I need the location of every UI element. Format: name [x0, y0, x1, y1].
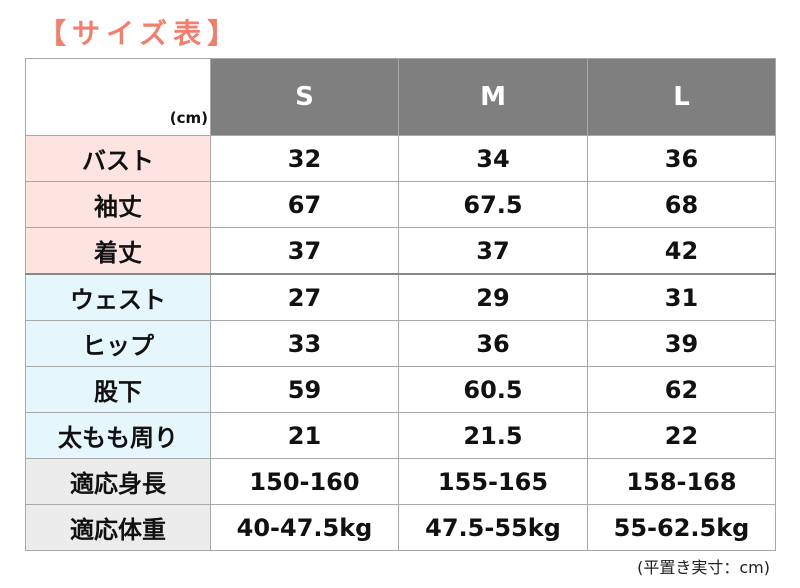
- table-row: 太もも周り 21 21.5 22: [25, 412, 776, 459]
- cell-value: 27: [210, 273, 399, 321]
- row-label: ウェスト: [25, 273, 211, 321]
- cell-value: 37: [210, 227, 399, 275]
- row-label: 着丈: [25, 227, 211, 275]
- header-row: (cm) S M L: [25, 58, 776, 136]
- row-label: ヒップ: [25, 320, 211, 367]
- cell-value: 21.5: [398, 412, 588, 459]
- unit-label: (cm): [25, 58, 211, 136]
- cell-value: 42: [587, 227, 776, 275]
- table-row: 着丈 37 37 42: [25, 227, 776, 275]
- cell-value: 21: [210, 412, 399, 459]
- table-row: 適応身長 150-160 155-165 158-168: [25, 458, 776, 505]
- table-row: 袖丈 67 67.5 68: [25, 181, 776, 228]
- cell-value: 62: [587, 366, 776, 413]
- cell-value: 33: [210, 320, 399, 367]
- cell-value: 36: [398, 320, 588, 367]
- cell-value: 37: [398, 227, 588, 275]
- cell-value: 47.5-55kg: [398, 504, 588, 551]
- page-title: 【サイズ表】: [38, 17, 242, 50]
- table-row: ウェスト 27 29 31: [25, 273, 776, 321]
- row-label: 袖丈: [25, 181, 211, 228]
- cell-value: 155-165: [398, 458, 588, 505]
- row-label: 太もも周り: [25, 412, 211, 459]
- cell-value: 55-62.5kg: [587, 504, 776, 551]
- cell-value: 39: [587, 320, 776, 367]
- cell-value: 36: [587, 135, 776, 182]
- cell-value: 34: [398, 135, 588, 182]
- row-label: 適応身長: [25, 458, 211, 505]
- cell-value: 40-47.5kg: [210, 504, 399, 551]
- table-row: 股下 59 60.5 62: [25, 366, 776, 413]
- table-row: 適応体重 40-47.5kg 47.5-55kg 55-62.5kg: [25, 504, 776, 551]
- row-label: 適応体重: [25, 504, 211, 551]
- cell-value: 59: [210, 366, 399, 413]
- cell-value: 22: [587, 412, 776, 459]
- cell-value: 68: [587, 181, 776, 228]
- cell-value: 67.5: [398, 181, 588, 228]
- size-header-m: M: [398, 58, 588, 136]
- size-table: (cm) S M L バスト 32 34 36 袖丈 67 67.5 68 着丈 37 37 42 ウェ…: [25, 58, 776, 551]
- table-row: バスト 32 34 36: [25, 135, 776, 182]
- cell-value: 29: [398, 273, 588, 321]
- cell-value: 31: [587, 273, 776, 321]
- cell-value: 158-168: [587, 458, 776, 505]
- row-label: バスト: [25, 135, 211, 182]
- cell-value: 32: [210, 135, 399, 182]
- size-header-s: S: [210, 58, 399, 136]
- footnote: (平置き実寸：cm): [637, 558, 770, 577]
- size-header-l: L: [587, 58, 776, 136]
- table-row: ヒップ 33 36 39: [25, 320, 776, 367]
- cell-value: 67: [210, 181, 399, 228]
- cell-value: 150-160: [210, 458, 399, 505]
- row-label: 股下: [25, 366, 211, 413]
- cell-value: 60.5: [398, 366, 588, 413]
